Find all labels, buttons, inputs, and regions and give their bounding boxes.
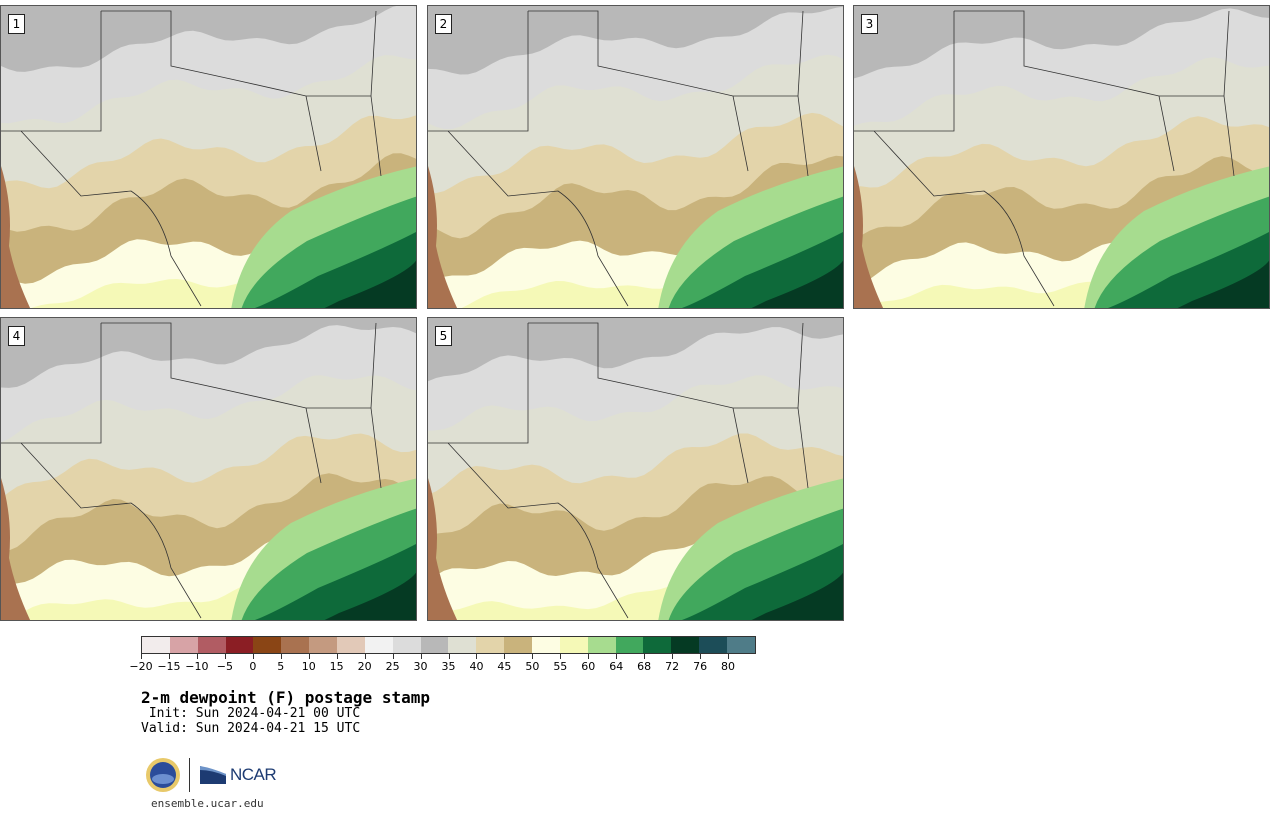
- colorbar-swatch: [169, 637, 198, 653]
- colorbar-swatch: [197, 637, 226, 653]
- panel-number: 4: [8, 326, 25, 346]
- colorbar-tick-label: 40: [469, 660, 484, 673]
- colorbar-tick-label: −20: [129, 660, 153, 673]
- panel-number: 2: [435, 14, 452, 34]
- colorbar-tick-label: 50: [525, 660, 540, 673]
- colorbar-tick-label: 20: [357, 660, 372, 673]
- colorbar-tick-label: 68: [637, 660, 652, 673]
- map-panel-5: 5: [427, 317, 844, 621]
- colorbar-tick-label: 25: [385, 660, 400, 673]
- init-time: Init: Sun 2024-04-21 00 UTC: [141, 706, 361, 721]
- ncar-logo: [200, 766, 226, 784]
- colorbar-swatch: [504, 637, 533, 653]
- colorbar-tick-label: 45: [497, 660, 512, 673]
- colorbar-tick: [196, 654, 198, 659]
- colorbar-swatch: [142, 637, 170, 653]
- colorbar-tick: [644, 654, 646, 659]
- logo-area: NCAR: [145, 757, 277, 793]
- colorbar-tick: [420, 654, 422, 659]
- colorbar-tick-label: −5: [216, 660, 233, 673]
- colorbar-tick: [392, 654, 394, 659]
- ncar-wordmark: NCAR: [230, 765, 277, 784]
- colorbar-tick: [336, 654, 338, 659]
- colorbar-tick: [168, 654, 170, 659]
- colorbar-tick-label: 55: [553, 660, 568, 673]
- colorbar-tick-label: 76: [693, 660, 708, 673]
- colorbar-tick-label: 60: [581, 660, 596, 673]
- panel-number: 1: [8, 14, 25, 34]
- colorbar-swatch: [643, 637, 672, 653]
- colorbar-tick: [141, 654, 142, 659]
- colorbar-tick: [616, 654, 618, 659]
- colorbar-tick-label: 35: [441, 660, 456, 673]
- colorbar-tick-label: −15: [157, 660, 181, 673]
- colorbar-tick-label: 80: [721, 660, 736, 673]
- colorbar-tick: [532, 654, 534, 659]
- colorbar-tick: [308, 654, 310, 659]
- valid-time: Valid: Sun 2024-04-21 15 UTC: [141, 721, 361, 736]
- colorbar: [141, 636, 756, 654]
- colorbar-ticks: −20 −15 −10 −5 0 5 10 15 20 25 30 35 40 45 50 55 60 64 68 7…: [129, 654, 756, 674]
- colorbar-swatch: [364, 637, 393, 653]
- colorbar-tick: [224, 654, 226, 659]
- colorbar-tick: [504, 654, 506, 659]
- colorbar-tick-label: 64: [609, 660, 624, 673]
- colorbar-tick: [448, 654, 450, 659]
- colorbar-swatch: [337, 637, 365, 653]
- colorbar-tick-label: 30: [413, 660, 428, 673]
- nsf-logo: [146, 758, 180, 792]
- colorbar-swatch: [225, 637, 254, 653]
- colorbar-tick: [476, 654, 478, 659]
- colorbar-tick: [700, 654, 702, 659]
- colorbar-tick-label: 5: [277, 660, 285, 673]
- colorbar-swatch: [420, 637, 449, 653]
- colorbar-tick: [252, 654, 254, 659]
- colorbar-tick-label: 72: [665, 660, 680, 673]
- colorbar-swatch: [281, 637, 310, 653]
- logo-divider: [189, 758, 190, 792]
- colorbar-swatch: [699, 637, 728, 653]
- colorbar-swatch: [448, 637, 477, 653]
- panel-number: 3: [861, 14, 878, 34]
- colorbar-swatch: [587, 637, 616, 653]
- colorbar-swatch: [615, 637, 644, 653]
- colorbar-swatch: [727, 637, 755, 653]
- colorbar-tick: [672, 654, 674, 659]
- colorbar-swatch: [253, 637, 282, 653]
- colorbar-swatch: [309, 637, 338, 653]
- map-panel-4: 4: [0, 317, 417, 621]
- colorbar-swatch: [476, 637, 505, 653]
- colorbar-swatch: [392, 637, 421, 653]
- colorbar-tick: [560, 654, 562, 659]
- colorbar-tick: [280, 654, 282, 659]
- colorbar-tick-label: 10: [301, 660, 316, 673]
- colorbar-tick-label: 0: [249, 660, 257, 673]
- map-panel-2: 2: [427, 5, 844, 309]
- website-url: ensemble.ucar.edu: [151, 797, 264, 810]
- colorbar-tick: [728, 654, 730, 659]
- colorbar-tick: [364, 654, 366, 659]
- colorbar-swatch: [671, 637, 700, 653]
- panel-number: 5: [435, 326, 452, 346]
- colorbar-tick-label: −10: [185, 660, 209, 673]
- map-panel-3: 3: [853, 5, 1270, 309]
- colorbar-tick-label: 15: [329, 660, 344, 673]
- colorbar-swatch: [559, 637, 588, 653]
- map-panel-1: 1: [0, 5, 417, 309]
- page-title: 2-m dewpoint (F) postage stamp: [141, 688, 430, 707]
- colorbar-swatch: [532, 637, 560, 653]
- colorbar-tick: [588, 654, 590, 659]
